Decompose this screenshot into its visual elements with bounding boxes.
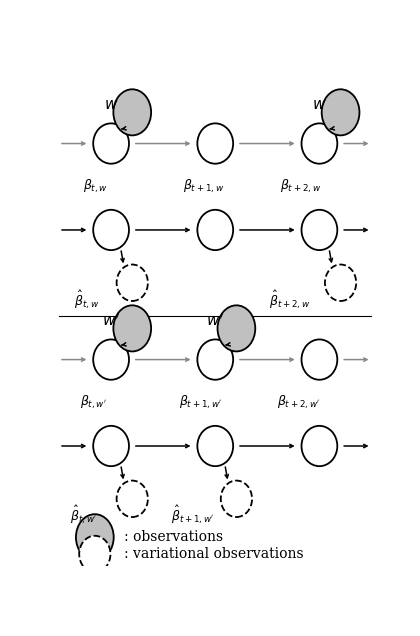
Ellipse shape xyxy=(93,123,129,163)
Ellipse shape xyxy=(197,210,233,250)
Ellipse shape xyxy=(302,123,337,163)
Text: $\hat{\beta}_{t+2,w}$: $\hat{\beta}_{t+2,w}$ xyxy=(269,289,310,311)
Text: $w$: $w$ xyxy=(312,98,327,112)
Ellipse shape xyxy=(93,340,129,380)
Ellipse shape xyxy=(113,89,151,135)
Ellipse shape xyxy=(197,426,233,466)
Ellipse shape xyxy=(197,340,233,380)
Ellipse shape xyxy=(302,210,337,250)
Ellipse shape xyxy=(79,536,110,572)
Text: $w'$: $w'$ xyxy=(206,313,224,329)
Text: : variational observations: : variational observations xyxy=(124,547,304,561)
Ellipse shape xyxy=(113,305,151,352)
Text: $\beta_{t+2,w'}$: $\beta_{t+2,w'}$ xyxy=(277,394,320,411)
Text: $\hat{\beta}_{t,w'}$: $\hat{\beta}_{t,w'}$ xyxy=(71,504,97,526)
Ellipse shape xyxy=(221,481,252,517)
Ellipse shape xyxy=(93,426,129,466)
Ellipse shape xyxy=(302,426,337,466)
Ellipse shape xyxy=(325,265,356,301)
Text: $\beta_{t,w}$: $\beta_{t,w}$ xyxy=(84,178,108,195)
Text: $\beta_{t+1,w'}$: $\beta_{t+1,w'}$ xyxy=(179,394,223,411)
Ellipse shape xyxy=(322,89,360,135)
Text: $\hat{\beta}_{t+1,w'}$: $\hat{\beta}_{t+1,w'}$ xyxy=(171,504,215,526)
Text: : observations: : observations xyxy=(124,530,223,544)
Ellipse shape xyxy=(76,514,114,560)
Text: $w$: $w$ xyxy=(104,98,118,112)
Ellipse shape xyxy=(302,340,337,380)
Ellipse shape xyxy=(117,265,148,301)
Text: $\beta_{t,w'}$: $\beta_{t,w'}$ xyxy=(80,394,107,411)
Text: $\beta_{t+1,w}$: $\beta_{t+1,w}$ xyxy=(183,178,224,195)
Text: $w'$: $w'$ xyxy=(102,313,120,329)
Text: $\hat{\beta}_{t,w}$: $\hat{\beta}_{t,w}$ xyxy=(74,289,99,311)
Ellipse shape xyxy=(93,210,129,250)
Ellipse shape xyxy=(117,481,148,517)
Ellipse shape xyxy=(197,123,233,163)
Text: $\beta_{t+2,w}$: $\beta_{t+2,w}$ xyxy=(281,178,322,195)
Ellipse shape xyxy=(218,305,255,352)
